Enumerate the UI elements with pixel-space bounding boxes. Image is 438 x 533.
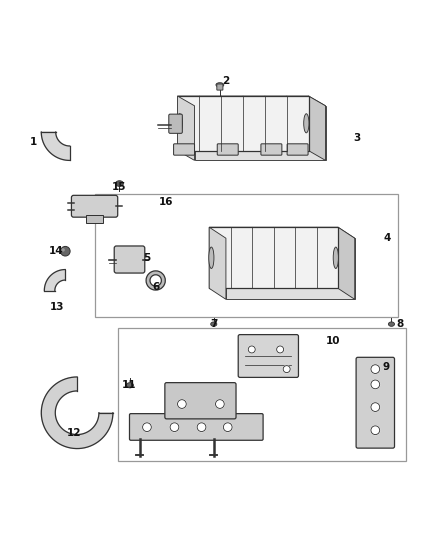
Polygon shape	[194, 106, 325, 160]
Ellipse shape	[127, 383, 134, 388]
Polygon shape	[44, 270, 65, 290]
Text: 14: 14	[49, 246, 64, 256]
Circle shape	[371, 426, 380, 434]
FancyBboxPatch shape	[287, 144, 308, 155]
Text: 7: 7	[210, 319, 217, 329]
FancyBboxPatch shape	[217, 144, 238, 155]
Ellipse shape	[61, 248, 65, 252]
Bar	[118, 328, 406, 461]
Text: 2: 2	[222, 76, 229, 86]
Polygon shape	[226, 238, 355, 300]
FancyBboxPatch shape	[238, 335, 298, 377]
Ellipse shape	[304, 114, 309, 133]
Circle shape	[215, 400, 224, 408]
Ellipse shape	[211, 322, 217, 326]
Text: 16: 16	[159, 197, 173, 207]
Text: 9: 9	[382, 362, 389, 372]
FancyBboxPatch shape	[165, 383, 236, 419]
FancyBboxPatch shape	[169, 114, 182, 133]
Ellipse shape	[60, 246, 70, 256]
Text: 10: 10	[326, 336, 341, 346]
FancyBboxPatch shape	[217, 84, 223, 90]
Circle shape	[177, 400, 186, 408]
Polygon shape	[177, 96, 325, 106]
Bar	[95, 195, 398, 317]
Text: 1: 1	[30, 137, 37, 147]
Polygon shape	[209, 227, 355, 238]
Text: 12: 12	[67, 429, 81, 438]
Circle shape	[197, 423, 206, 432]
Text: 8: 8	[396, 319, 404, 329]
FancyBboxPatch shape	[356, 357, 395, 448]
Polygon shape	[209, 227, 226, 300]
Circle shape	[283, 366, 290, 373]
Text: 15: 15	[112, 182, 127, 192]
Text: 11: 11	[122, 380, 137, 390]
Ellipse shape	[116, 181, 124, 187]
Circle shape	[371, 380, 380, 389]
FancyBboxPatch shape	[130, 414, 263, 440]
Circle shape	[277, 346, 284, 353]
Bar	[86, 215, 103, 223]
FancyBboxPatch shape	[173, 144, 194, 155]
FancyBboxPatch shape	[114, 246, 145, 273]
Polygon shape	[209, 227, 338, 288]
Circle shape	[223, 423, 232, 432]
Ellipse shape	[389, 322, 395, 326]
Text: 6: 6	[152, 282, 159, 293]
FancyBboxPatch shape	[261, 144, 282, 155]
Circle shape	[170, 423, 179, 432]
Polygon shape	[41, 132, 70, 160]
Circle shape	[371, 403, 380, 411]
Ellipse shape	[216, 83, 224, 87]
Polygon shape	[177, 96, 308, 151]
Text: 3: 3	[353, 133, 360, 143]
Circle shape	[143, 423, 151, 432]
FancyBboxPatch shape	[71, 195, 118, 217]
Ellipse shape	[177, 114, 182, 133]
Circle shape	[371, 365, 380, 374]
Polygon shape	[338, 227, 355, 300]
Text: 4: 4	[383, 233, 391, 243]
Ellipse shape	[209, 247, 214, 269]
Polygon shape	[41, 377, 113, 449]
Ellipse shape	[333, 247, 339, 269]
Text: 13: 13	[49, 302, 64, 312]
Polygon shape	[177, 96, 194, 160]
Polygon shape	[308, 96, 325, 160]
Text: 5: 5	[143, 253, 151, 263]
Circle shape	[248, 346, 255, 353]
